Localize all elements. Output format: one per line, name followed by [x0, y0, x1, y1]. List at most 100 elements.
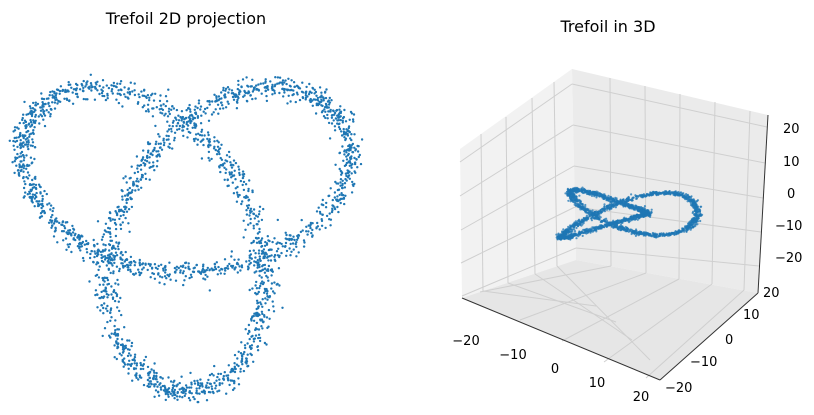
scatter-point — [144, 355, 148, 359]
scatter-point-3d — [636, 218, 639, 221]
scatter-point-3d — [685, 193, 688, 196]
scatter-point — [217, 141, 220, 144]
scatter-point — [102, 289, 105, 292]
scatter-point — [338, 151, 342, 154]
scatter-point — [336, 195, 339, 198]
scatter-point — [176, 398, 179, 401]
scatter-point — [190, 383, 193, 386]
scatter-point — [346, 175, 350, 179]
scatter-point — [116, 343, 120, 346]
scatter-point — [119, 80, 123, 83]
scatter-point — [301, 229, 304, 232]
scatter-point-3d — [578, 205, 582, 208]
scatter-point — [27, 164, 30, 167]
scatter-point — [264, 78, 267, 81]
scatter-point — [236, 357, 239, 360]
scatter-point — [100, 238, 104, 241]
scatter-point — [146, 268, 149, 272]
scatter-point — [198, 392, 201, 395]
scatter-point-3d — [682, 194, 686, 198]
scatter-point — [107, 268, 111, 271]
scatter-point — [342, 196, 346, 200]
scatter-point — [159, 376, 162, 379]
scatter-point — [145, 96, 148, 100]
scatter-point — [89, 73, 93, 77]
scatter-point — [89, 252, 92, 256]
scatter-point — [154, 142, 157, 146]
scatter-point — [283, 91, 286, 94]
scatter-point — [82, 89, 85, 93]
scatter-point — [271, 240, 274, 244]
scatter-point — [240, 341, 243, 344]
scatter-point — [218, 383, 221, 387]
scatter-point — [163, 386, 167, 389]
scatter-point — [73, 234, 77, 237]
scatter-point — [336, 188, 340, 192]
scatter-point — [140, 175, 144, 179]
scatter-point — [233, 362, 236, 365]
scatter-point — [214, 148, 217, 152]
scatter-point-3d — [695, 212, 698, 215]
scatter-point — [247, 189, 250, 193]
scatter-point-3d — [578, 199, 581, 202]
scatter-point — [101, 334, 104, 338]
scatter-point — [267, 264, 271, 268]
scatter-point — [94, 293, 97, 297]
scatter-point — [60, 230, 64, 233]
scatter-point — [251, 90, 255, 93]
scatter-point — [142, 89, 146, 92]
scatter-point — [227, 150, 231, 154]
scatter-point — [125, 201, 128, 205]
scatter-point — [257, 305, 260, 308]
scatter-point — [182, 270, 185, 273]
scatter-point — [314, 112, 318, 115]
scatter-point — [34, 177, 37, 180]
scatter-point — [278, 255, 281, 259]
scatter-point — [103, 258, 107, 261]
scatter-point — [236, 271, 239, 274]
scatter-point-3d — [602, 207, 605, 210]
scatter-point — [123, 86, 126, 89]
scatter-point — [123, 357, 126, 360]
scatter-point — [316, 103, 320, 107]
scatter-point-3d — [584, 218, 587, 221]
scatter-point — [28, 195, 31, 199]
scatter-point — [254, 97, 257, 100]
scatter-point-3d — [684, 225, 687, 228]
scatter-point — [112, 81, 116, 85]
scatter-point — [285, 233, 288, 237]
scatter-point — [161, 112, 164, 115]
scatter-point-3d — [694, 217, 697, 220]
scatter-point — [93, 255, 96, 259]
scatter-point — [291, 242, 295, 245]
scatter-point — [261, 312, 264, 316]
scatter-point-3d — [569, 228, 572, 231]
scatter-point-3d — [603, 205, 606, 208]
scatter-point — [90, 89, 93, 92]
scatter-point — [258, 286, 261, 290]
scatter-point — [309, 224, 312, 228]
scatter-point — [34, 113, 37, 117]
scatter-point — [158, 99, 162, 103]
scatter-point — [347, 129, 350, 132]
scatter-point — [32, 132, 35, 136]
scatter-point — [207, 119, 211, 123]
scatter-point — [238, 171, 241, 175]
scatter-point — [252, 360, 255, 363]
scatter-point — [255, 223, 258, 226]
scatter-point — [278, 76, 282, 79]
scatter-point — [217, 112, 220, 115]
scatter-point — [41, 108, 44, 111]
scatter-point — [100, 304, 104, 307]
scatter-point — [351, 180, 354, 184]
scatter-point — [342, 194, 345, 197]
scatter-point — [237, 364, 240, 368]
scatter-point — [304, 94, 308, 97]
scatter-point — [207, 143, 210, 147]
scatter-point — [342, 127, 345, 131]
scatter-point — [120, 313, 123, 317]
scatter-point — [127, 352, 131, 355]
scatter-point — [192, 270, 196, 274]
scatter-point — [219, 372, 223, 376]
scatter-point-3d — [561, 234, 564, 237]
